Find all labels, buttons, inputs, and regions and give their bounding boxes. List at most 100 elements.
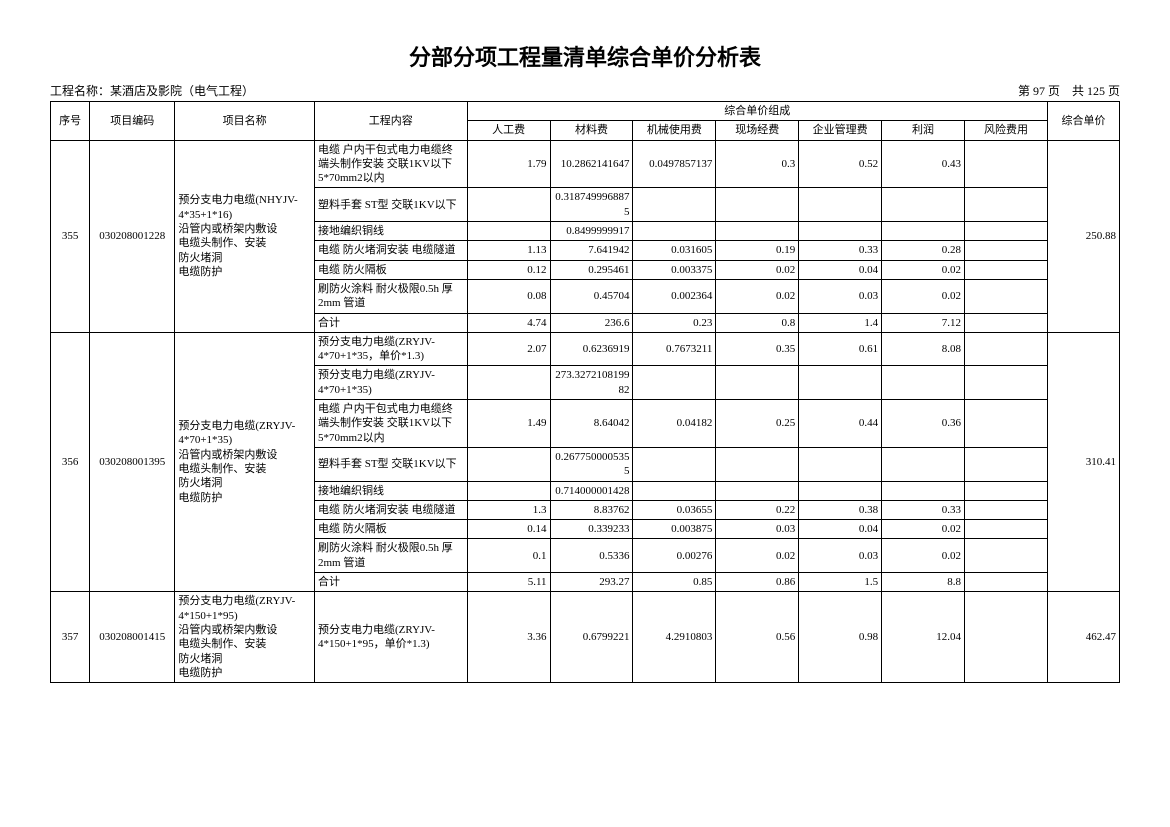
header-row-1: 序号 项目编码 项目名称 工程内容 综合单价组成 综合单价 bbox=[51, 102, 1120, 121]
cell-val: 0.14 bbox=[467, 520, 550, 539]
th-risk: 风险费用 bbox=[965, 121, 1048, 140]
cell-content: 塑料手套 ST型 交联1KV以下 bbox=[314, 188, 467, 222]
cell-val: 0.56 bbox=[716, 592, 799, 683]
cell-val bbox=[799, 481, 882, 500]
cell-val: 0.02 bbox=[882, 260, 965, 279]
cell-val: 0.23 bbox=[633, 313, 716, 332]
th-total: 综合单价 bbox=[1047, 102, 1119, 141]
cell-val bbox=[965, 222, 1048, 241]
cell-val bbox=[467, 447, 550, 481]
cell-val: 0.3187499968875 bbox=[550, 188, 633, 222]
cell-val: 0.86 bbox=[716, 573, 799, 592]
cell-val bbox=[965, 481, 1048, 500]
cell-val bbox=[965, 313, 1048, 332]
cell-val bbox=[965, 260, 1048, 279]
cell-val: 0.02 bbox=[716, 279, 799, 313]
cell-val: 236.6 bbox=[550, 313, 633, 332]
th-site: 现场经费 bbox=[716, 121, 799, 140]
cell-val: 0.714000001428 bbox=[550, 481, 633, 500]
cell-val bbox=[882, 481, 965, 500]
cell-val: 0.3 bbox=[716, 140, 799, 188]
cell-val bbox=[965, 447, 1048, 481]
cell-val: 8.64042 bbox=[550, 400, 633, 448]
cell-val bbox=[716, 188, 799, 222]
cell-val: 8.8 bbox=[882, 573, 965, 592]
cell-seq: 357 bbox=[51, 592, 90, 683]
cell-val bbox=[965, 520, 1048, 539]
cell-content: 接地编织铜线 bbox=[314, 481, 467, 500]
cell-name: 预分支电力电缆(ZRYJV-4*150+1*95) 沿管内或桥架内敷设 电缆头制… bbox=[175, 592, 315, 683]
cell-val: 0.2677500005355 bbox=[550, 447, 633, 481]
cell-val: 0.04 bbox=[799, 260, 882, 279]
cell-val bbox=[882, 222, 965, 241]
page-info: 第 97 页 共 125 页 bbox=[1018, 82, 1120, 99]
cell-content: 刷防火涂料 耐火极限0.5h 厚2mm 管道 bbox=[314, 539, 467, 573]
cell-val: 0.44 bbox=[799, 400, 882, 448]
cell-val: 3.36 bbox=[467, 592, 550, 683]
cell-val: 293.27 bbox=[550, 573, 633, 592]
cell-val bbox=[965, 241, 1048, 260]
cell-val bbox=[965, 279, 1048, 313]
cell-val: 0.8 bbox=[716, 313, 799, 332]
cell-val bbox=[799, 222, 882, 241]
cell-val: 0.98 bbox=[799, 592, 882, 683]
cell-val bbox=[633, 366, 716, 400]
cell-content: 电缆 户内干包式电力电缆终端头制作安装 交联1KV以下 5*70mm2以内 bbox=[314, 140, 467, 188]
cell-val: 0.6799221 bbox=[550, 592, 633, 683]
cell-val: 0.7673211 bbox=[633, 332, 716, 366]
cell-val bbox=[633, 188, 716, 222]
cell-val bbox=[882, 366, 965, 400]
cell-val bbox=[965, 366, 1048, 400]
th-profit: 利润 bbox=[882, 121, 965, 140]
cell-val bbox=[467, 481, 550, 500]
cell-content: 接地编织铜线 bbox=[314, 222, 467, 241]
cell-val: 4.74 bbox=[467, 313, 550, 332]
cell-val: 0.02 bbox=[716, 260, 799, 279]
page-title: 分部分项工程量清单综合单价分析表 bbox=[50, 40, 1120, 72]
cell-content: 预分支电力电缆(ZRYJV-4*150+1*95，单价*1.3) bbox=[314, 592, 467, 683]
cell-val: 0.003375 bbox=[633, 260, 716, 279]
cell-total: 250.88 bbox=[1047, 140, 1119, 332]
page-current: 97 bbox=[1033, 84, 1045, 98]
page-word-sep: 共 bbox=[1072, 84, 1084, 98]
cell-val bbox=[633, 481, 716, 500]
cell-content: 塑料手套 ST型 交联1KV以下 bbox=[314, 447, 467, 481]
cell-val: 0.003875 bbox=[633, 520, 716, 539]
cell-val: 0.03 bbox=[799, 279, 882, 313]
cell-val: 0.339233 bbox=[550, 520, 633, 539]
cell-val bbox=[799, 366, 882, 400]
th-group: 综合单价组成 bbox=[467, 102, 1047, 121]
project-name: 工程名称：某酒店及影院（电气工程） bbox=[50, 82, 254, 99]
cell-val: 0.33 bbox=[799, 241, 882, 260]
cell-val: 0.03 bbox=[716, 520, 799, 539]
cell-val: 0.04182 bbox=[633, 400, 716, 448]
cell-val bbox=[965, 539, 1048, 573]
th-content: 工程内容 bbox=[314, 102, 467, 141]
th-mgmt: 企业管理费 bbox=[799, 121, 882, 140]
cell-val: 0.12 bbox=[467, 260, 550, 279]
cell-val: 0.6236919 bbox=[550, 332, 633, 366]
cell-val: 1.4 bbox=[799, 313, 882, 332]
cell-content: 刷防火涂料 耐火极限0.5h 厚2mm 管道 bbox=[314, 279, 467, 313]
cell-val: 0.03655 bbox=[633, 500, 716, 519]
cell-content: 电缆 防火堵洞安装 电缆隧道 bbox=[314, 241, 467, 260]
cell-val: 0.19 bbox=[716, 241, 799, 260]
cell-val: 1.79 bbox=[467, 140, 550, 188]
cell-content: 合计 bbox=[314, 573, 467, 592]
cell-val: 7.641942 bbox=[550, 241, 633, 260]
boq-table: 序号 项目编码 项目名称 工程内容 综合单价组成 综合单价 人工费 材料费 机械… bbox=[50, 101, 1120, 683]
cell-val: 0.08 bbox=[467, 279, 550, 313]
table-row: 357 030208001415 预分支电力电缆(ZRYJV-4*150+1*9… bbox=[51, 592, 1120, 683]
cell-total: 310.41 bbox=[1047, 332, 1119, 591]
cell-val: 0.28 bbox=[882, 241, 965, 260]
cell-content: 电缆 防火堵洞安装 电缆隧道 bbox=[314, 500, 467, 519]
cell-code: 030208001415 bbox=[90, 592, 175, 683]
cell-val: 0.52 bbox=[799, 140, 882, 188]
cell-val: 0.04 bbox=[799, 520, 882, 539]
table-row: 356 030208001395 预分支电力电缆(ZRYJV-4*70+1*35… bbox=[51, 332, 1120, 366]
cell-val bbox=[965, 140, 1048, 188]
cell-val: 0.02 bbox=[882, 539, 965, 573]
cell-val: 0.36 bbox=[882, 400, 965, 448]
cell-val: 0.1 bbox=[467, 539, 550, 573]
cell-val: 7.12 bbox=[882, 313, 965, 332]
